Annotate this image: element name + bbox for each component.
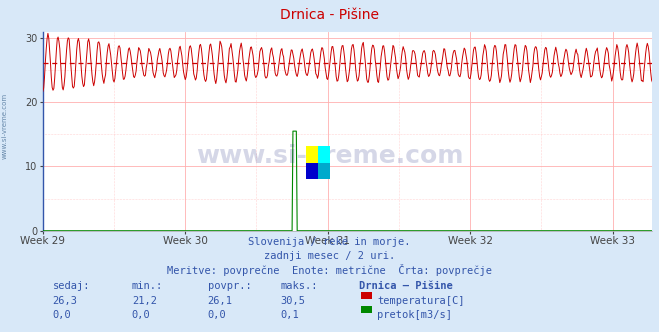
- Text: sedaj:: sedaj:: [53, 281, 90, 290]
- Text: 30,5: 30,5: [280, 296, 305, 306]
- Text: maks.:: maks.:: [280, 281, 318, 290]
- Text: Meritve: povprečne  Enote: metrične  Črta: povprečje: Meritve: povprečne Enote: metrične Črta:…: [167, 264, 492, 276]
- Text: min.:: min.:: [132, 281, 163, 290]
- Text: www.si-vreme.com: www.si-vreme.com: [196, 144, 463, 168]
- Text: 26,3: 26,3: [53, 296, 78, 306]
- Text: 0,1: 0,1: [280, 310, 299, 320]
- Text: www.si-vreme.com: www.si-vreme.com: [1, 93, 8, 159]
- Text: Slovenija / reke in morje.: Slovenija / reke in morje.: [248, 237, 411, 247]
- Text: povpr.:: povpr.:: [208, 281, 251, 290]
- Text: Drnica - Pišine: Drnica - Pišine: [280, 8, 379, 22]
- Text: 26,1: 26,1: [208, 296, 233, 306]
- Text: 0,0: 0,0: [53, 310, 71, 320]
- Text: 0,0: 0,0: [132, 310, 150, 320]
- Text: zadnji mesec / 2 uri.: zadnji mesec / 2 uri.: [264, 251, 395, 261]
- Text: Drnica – Pišine: Drnica – Pišine: [359, 281, 453, 290]
- Text: 21,2: 21,2: [132, 296, 157, 306]
- Text: 0,0: 0,0: [208, 310, 226, 320]
- Text: temperatura[C]: temperatura[C]: [377, 296, 465, 306]
- Text: pretok[m3/s]: pretok[m3/s]: [377, 310, 452, 320]
